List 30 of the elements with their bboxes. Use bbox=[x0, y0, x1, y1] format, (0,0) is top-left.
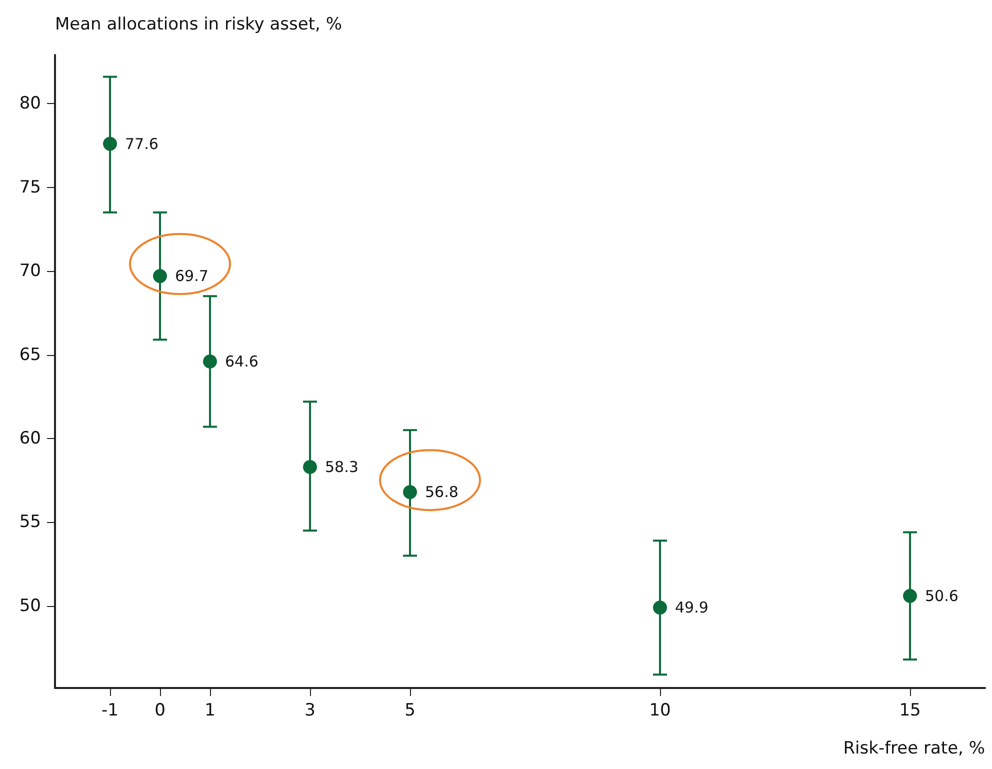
x-tick-label: 3 bbox=[304, 700, 316, 720]
data-label: 64.6 bbox=[225, 352, 258, 370]
data-label: 69.7 bbox=[175, 267, 208, 286]
data-label: 58.3 bbox=[325, 458, 358, 476]
y-tick-label: 75 bbox=[19, 177, 41, 198]
x-tick-label: 10 bbox=[649, 700, 671, 720]
y-tick-label: 55 bbox=[19, 512, 41, 532]
data-label: 50.6 bbox=[925, 586, 958, 605]
point bbox=[103, 136, 117, 151]
point bbox=[903, 588, 917, 603]
x-tick-label: 15 bbox=[899, 700, 921, 720]
x-tick-label: 1 bbox=[204, 700, 216, 720]
y-tick-label: 80 bbox=[19, 94, 41, 114]
point bbox=[653, 600, 667, 615]
x-tick-label: 0 bbox=[154, 700, 166, 720]
data-label: 56.8 bbox=[425, 483, 458, 502]
y-tick-label: 60 bbox=[19, 428, 41, 448]
y-axis-title: Mean allocations in risky asset, % bbox=[55, 14, 342, 34]
point bbox=[403, 485, 417, 500]
y-tick-label: 50 bbox=[19, 596, 41, 616]
y-tick-label: 70 bbox=[19, 261, 41, 282]
x-tick-label: -1 bbox=[102, 700, 118, 720]
point bbox=[153, 269, 167, 284]
data-label: 49.9 bbox=[675, 598, 708, 617]
y-tick-label: 65 bbox=[19, 344, 41, 365]
data-label: 77.6 bbox=[125, 134, 158, 153]
x-axis-title: Risk-free rate, % bbox=[843, 738, 985, 758]
point bbox=[203, 354, 217, 368]
x-tick-label: 5 bbox=[404, 700, 416, 720]
point bbox=[303, 460, 317, 474]
